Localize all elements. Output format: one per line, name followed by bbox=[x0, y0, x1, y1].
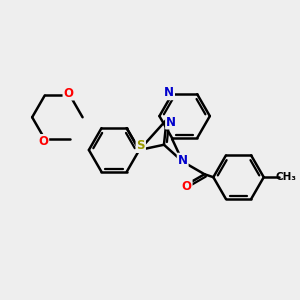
Text: O: O bbox=[64, 87, 74, 100]
Text: N: N bbox=[164, 86, 174, 99]
Text: O: O bbox=[38, 135, 48, 148]
Text: S: S bbox=[136, 139, 145, 152]
Text: O: O bbox=[182, 180, 192, 193]
Text: CH₃: CH₃ bbox=[276, 172, 297, 182]
Text: N: N bbox=[166, 116, 176, 129]
Text: N: N bbox=[178, 154, 188, 166]
